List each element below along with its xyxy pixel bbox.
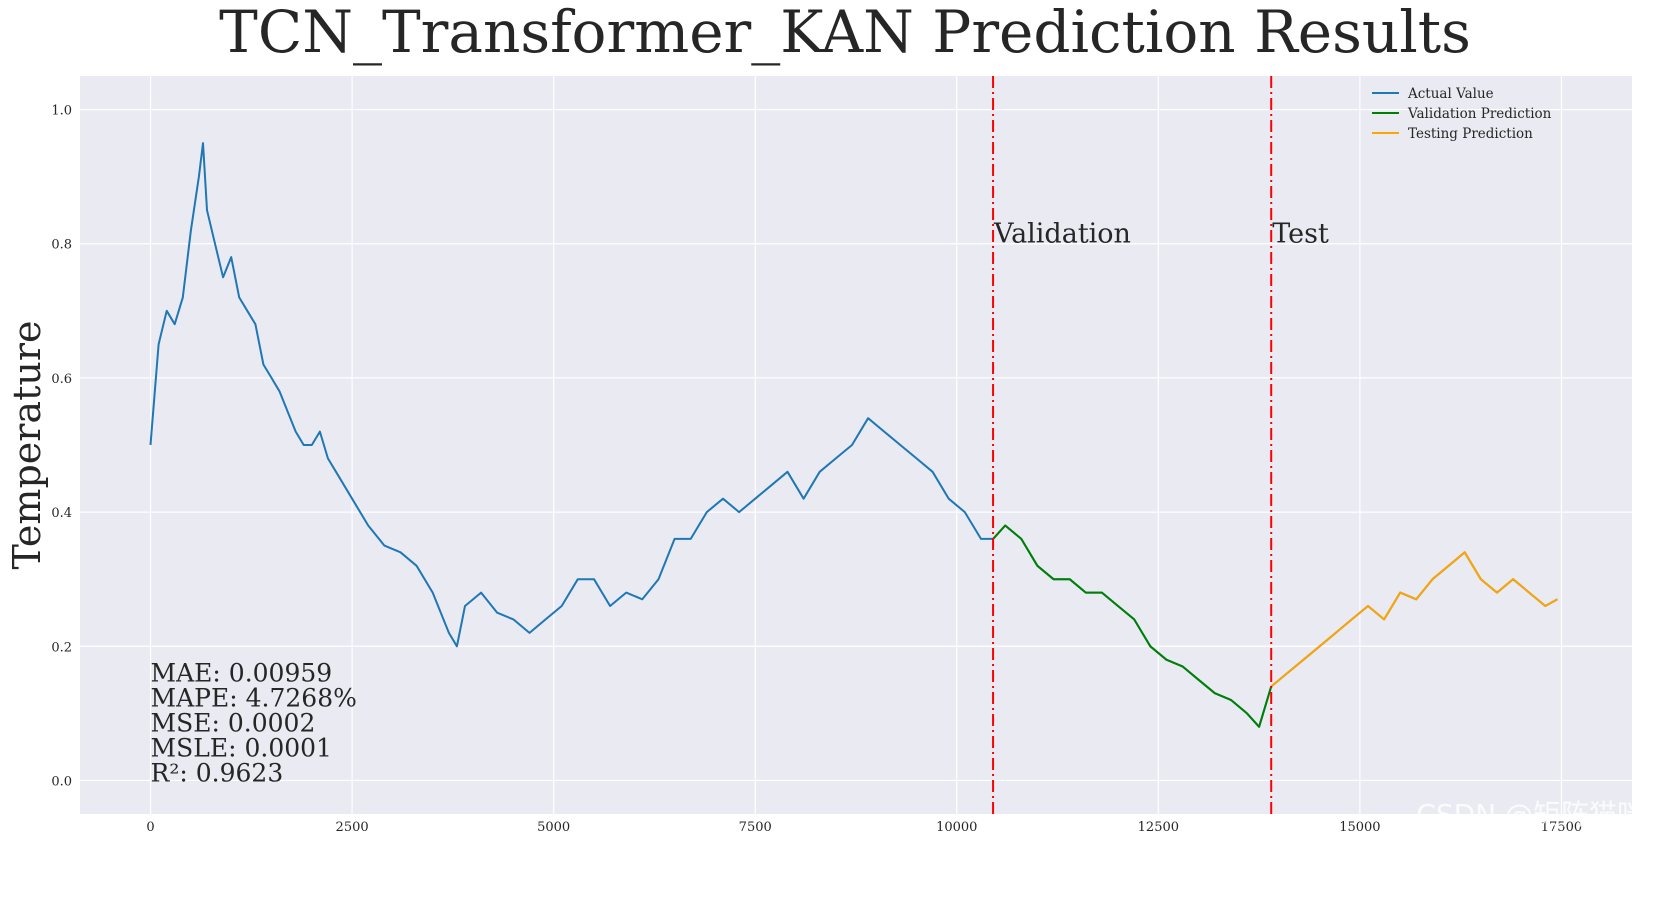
- legend: Actual Value Validation Prediction Testing…: [1372, 86, 1552, 142]
- legend-label-testing-prediction: Testing Prediction: [1408, 126, 1533, 142]
- x-tick-label: 7500: [739, 820, 772, 835]
- metric-line: MSLE: 0.0001: [151, 733, 332, 762]
- split-label-validation: Validation: [993, 219, 1131, 250]
- x-tick-label: 15000: [1339, 820, 1380, 835]
- axis-ticks: 0 2500 5000 7500 10000 12500 15000 17500 0.0 0.2 0…: [51, 104, 1582, 835]
- y-axis-label: Temperature: [5, 321, 49, 570]
- x-tick-label: 17500: [1541, 820, 1582, 835]
- split-lines: Validation Test: [992, 76, 1329, 814]
- y-tick-label: 0.8: [51, 238, 72, 253]
- split-label-test: Test: [1272, 219, 1329, 250]
- plot-area: [80, 76, 1632, 814]
- metric-line: MSE: 0.0002: [151, 708, 316, 737]
- x-tick-label: 0: [146, 820, 154, 835]
- x-tick-label: 5000: [537, 820, 570, 835]
- series-line-testing-prediction: [1270, 551, 1558, 688]
- x-tick-label: 10000: [936, 820, 977, 835]
- y-tick-label: 1.0: [51, 104, 72, 119]
- legend-label-validation-prediction: Validation Prediction: [1407, 106, 1552, 122]
- y-tick-label: 0.2: [51, 640, 72, 655]
- x-tick-label: 12500: [1138, 820, 1179, 835]
- metric-line: MAPE: 4.7268%: [151, 683, 357, 712]
- grid-lines: [80, 76, 1632, 814]
- x-tick-label: 2500: [336, 820, 369, 835]
- y-tick-label: 0.6: [51, 372, 72, 387]
- metric-line: MAE: 0.00959: [151, 658, 333, 687]
- watermark-text: CSDN @矩阵猫咪: [1416, 798, 1645, 831]
- chart-title: TCN_Transformer_KAN Prediction Results: [219, 0, 1471, 66]
- legend-label-actual-value: Actual Value: [1407, 86, 1494, 102]
- series-line-validation-prediction: [992, 524, 1273, 728]
- data-series: [149, 142, 1558, 728]
- metric-line: R²: 0.9623: [151, 758, 284, 787]
- y-tick-label: 0.4: [51, 506, 72, 521]
- y-tick-label: 0.0: [51, 774, 72, 789]
